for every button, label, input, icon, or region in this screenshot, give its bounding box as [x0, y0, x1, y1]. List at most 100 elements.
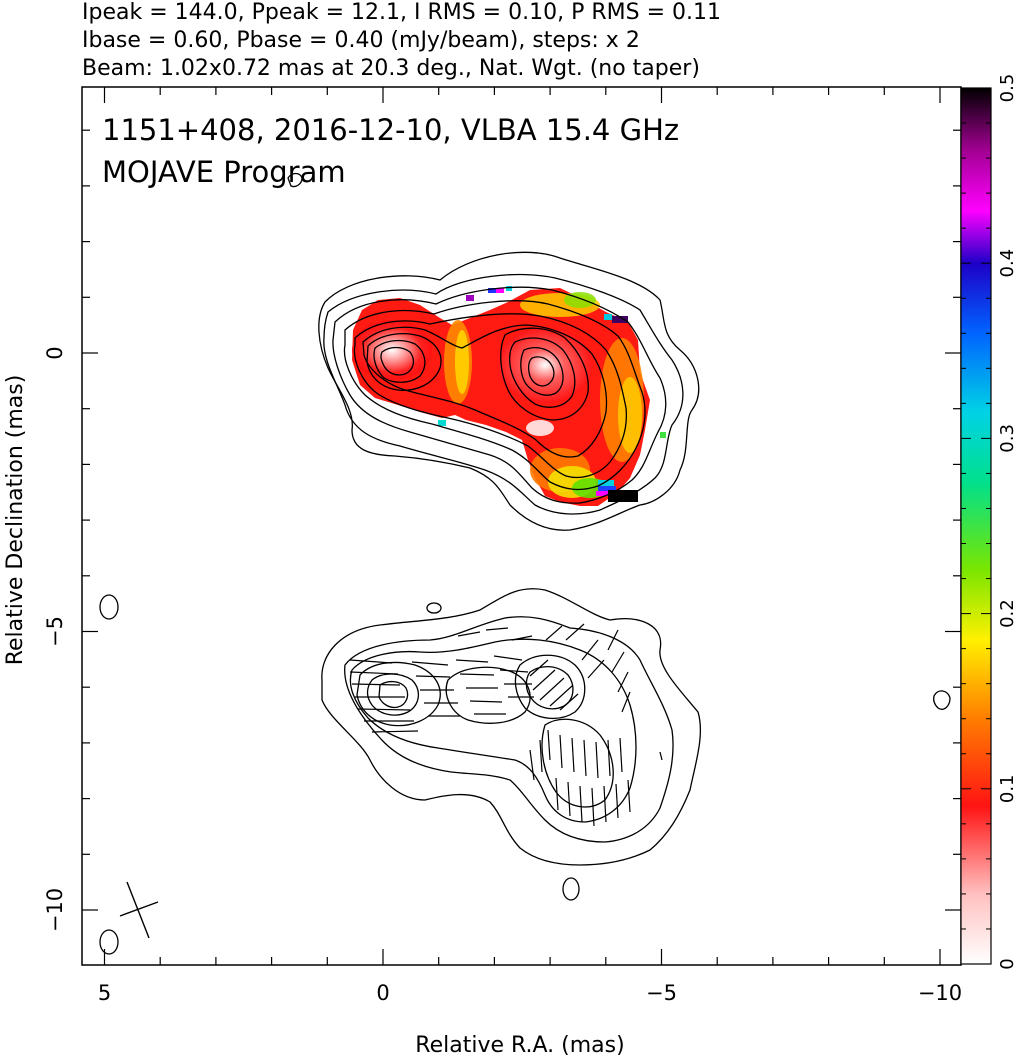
evpa-vector	[615, 783, 619, 819]
evpa-vector	[607, 629, 619, 651]
color-lower-white	[526, 420, 554, 436]
color-mid-yellow	[455, 330, 469, 394]
x-tick-labels: 5 0 −5 −10	[98, 981, 962, 1005]
evpa-vector	[617, 671, 629, 693]
bottom-contours	[321, 588, 701, 866]
color-top-cyan	[506, 286, 512, 291]
evpa-vector	[539, 677, 565, 701]
evpa-vector	[529, 659, 549, 677]
evpa-vector	[349, 659, 393, 664]
evpa-vector	[567, 781, 571, 817]
color-top-violet	[466, 295, 474, 301]
color-right-cyan	[604, 314, 612, 320]
y-axis-label: Relative Declination (mas)	[3, 375, 28, 666]
noise-contour	[426, 602, 442, 614]
evpa-vector	[499, 669, 529, 673]
top-contour-10	[500, 327, 589, 421]
x-tick-label: −10	[918, 981, 962, 1005]
top-contours	[318, 251, 700, 531]
evpa-vector	[493, 655, 523, 661]
noise-contour	[932, 690, 951, 710]
evpa-vector	[455, 659, 489, 663]
evpa-vector	[619, 737, 623, 773]
colorbar-tick-label: 0.3	[997, 424, 1018, 453]
bottom-contour-7	[445, 666, 531, 724]
top-contour-6	[362, 324, 608, 458]
polarization-vectors	[349, 623, 663, 827]
evpa-vector	[603, 785, 607, 823]
noise-contours	[99, 172, 951, 955]
plot-frame	[81, 86, 962, 966]
bottom-contour-4	[356, 661, 441, 727]
y-tick-labels: 0 −5 −10	[43, 346, 67, 932]
evpa-vector	[591, 787, 595, 827]
colorbar-tick-label: 0.5	[997, 74, 1018, 103]
y-tick-label: −10	[43, 888, 67, 932]
top-contour-1	[318, 251, 700, 531]
evpa-vector	[351, 683, 401, 686]
evpa-vector	[659, 751, 663, 761]
evpa-vector	[485, 627, 509, 631]
color-lower-black	[608, 490, 638, 502]
evpa-vector	[415, 675, 451, 678]
evpa-vector	[469, 700, 503, 703]
bottom-contour-10	[541, 718, 614, 808]
evpa-vector	[627, 779, 631, 813]
evpa-vector	[571, 737, 575, 773]
colorbar-tick-label: 0.4	[997, 249, 1018, 278]
program-annotation: MOJAVE Program	[102, 155, 346, 189]
top-contour-12	[520, 347, 564, 396]
y-tick-label: 0	[43, 346, 67, 359]
evpa-vector	[349, 671, 399, 675]
evpa-vector	[511, 635, 533, 641]
color-lower-blue	[598, 486, 616, 491]
evpa-vector	[547, 729, 551, 761]
x-tick-label: −5	[646, 981, 677, 1005]
bottom-contour-6	[378, 680, 409, 709]
evpa-vector	[565, 623, 585, 641]
y-tick-label: −5	[43, 616, 67, 647]
color-lower-magenta	[596, 491, 608, 496]
evpa-vector	[459, 673, 495, 676]
evpa-vector	[411, 661, 449, 666]
colorbar-ticks	[961, 87, 991, 965]
colorbar	[960, 87, 992, 965]
top-contour-3	[332, 286, 667, 504]
bottom-contour-5	[366, 673, 419, 716]
evpa-vector	[611, 651, 625, 673]
header-line-2: Ibase = 0.60, Pbase = 0.40 (mJy/beam), s…	[82, 28, 640, 53]
evpa-vector	[532, 669, 556, 691]
evpa-vector	[581, 639, 599, 661]
top-contour-8	[373, 339, 426, 383]
x-tick-label: 0	[376, 981, 389, 1005]
x-tick-label: 5	[98, 981, 111, 1005]
evpa-vector	[539, 739, 543, 773]
evpa-vector	[595, 741, 599, 779]
top-contour-7	[366, 333, 442, 391]
top-contour-4	[343, 300, 646, 491]
color-right-darkpurple	[612, 316, 628, 323]
bottom-contour-1	[321, 588, 701, 866]
color-lower-cyan	[598, 480, 614, 486]
noise-contour	[287, 172, 303, 188]
x-axis-label: Relative R.A. (mas)	[415, 1033, 624, 1058]
evpa-vector	[587, 659, 605, 679]
evpa-vector	[583, 739, 587, 777]
header-line-3: Beam: 1.02x0.72 mas at 20.3 deg., Nat. W…	[82, 56, 700, 81]
color-edge-cyan	[438, 420, 446, 426]
evpa-vector	[555, 777, 559, 811]
evpa-vector	[529, 749, 535, 781]
top-contour-9	[380, 346, 415, 376]
bottom-contour-2	[344, 616, 674, 843]
evpa-vector	[549, 685, 573, 707]
evpa-vector	[559, 734, 563, 769]
bottom-contour-3	[349, 638, 637, 823]
top-contour-13	[527, 356, 555, 387]
color-jet-blob	[497, 327, 593, 403]
top-contour-11	[509, 337, 576, 408]
polarization-color-image	[352, 286, 666, 506]
color-top-magenta	[496, 288, 504, 293]
noise-contour	[99, 594, 119, 620]
color-edge-green	[660, 432, 666, 438]
